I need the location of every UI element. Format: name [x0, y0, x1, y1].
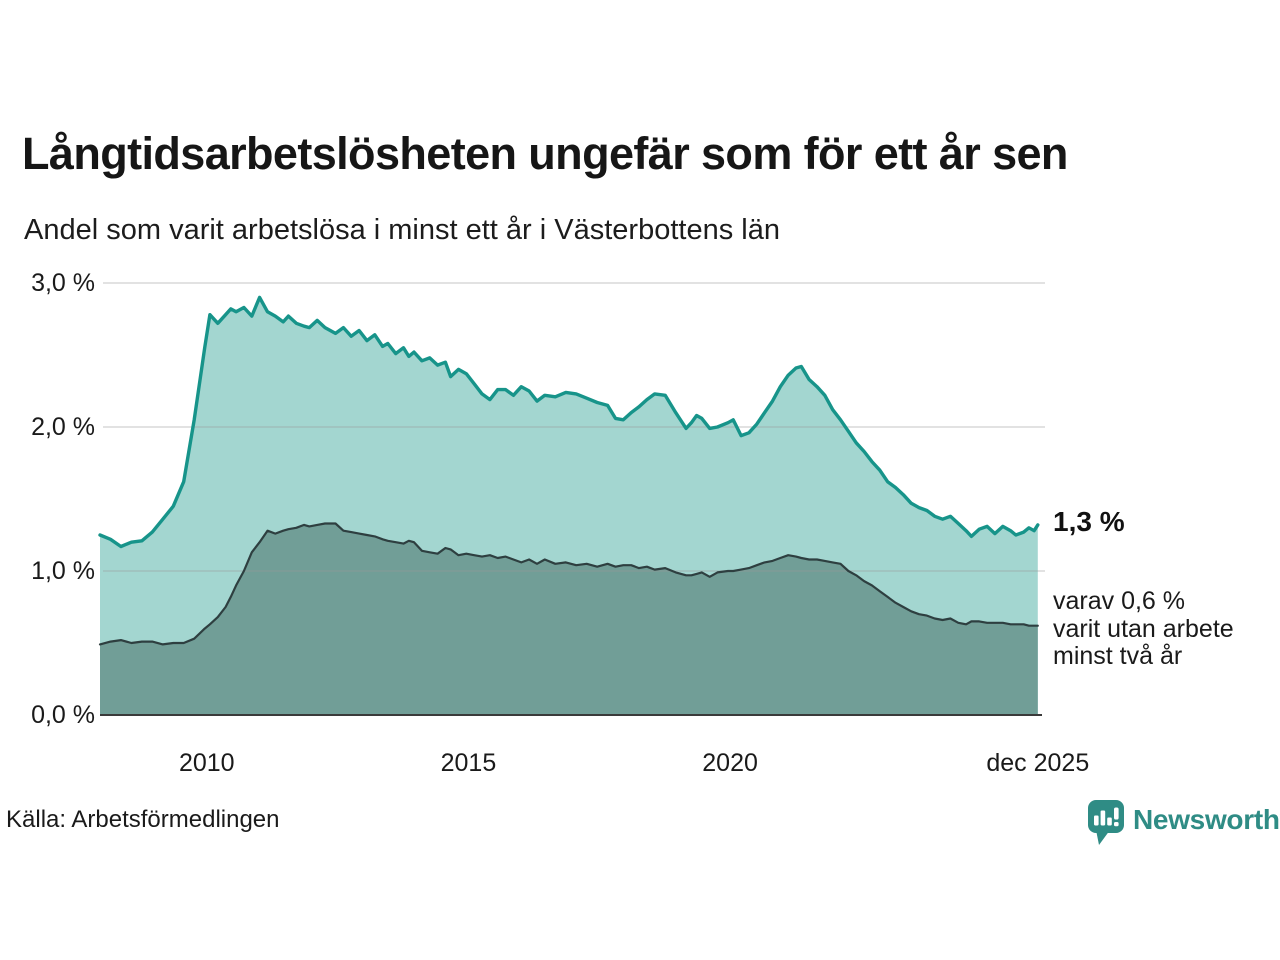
chart-title: Långtidsarbetslösheten ungefär som för e…	[22, 128, 1068, 179]
latest-value-label: 1,3 %	[1053, 506, 1125, 537]
series-line-1	[98, 522, 1039, 646]
newsworthy-brand[interactable]: Newsworthy	[1087, 799, 1280, 852]
y-tick-label: 3,0 %	[31, 269, 95, 297]
y-tick-label: 2,0 %	[31, 413, 95, 441]
x-tick-label: 2020	[702, 749, 758, 777]
gridlines	[103, 282, 1045, 572]
y-tick-label: 0,0 %	[31, 701, 95, 729]
secondary-value-note: varav 0,6 % varit utan arbete minst två …	[1053, 587, 1234, 670]
newsworthy-logo-icon	[1087, 799, 1125, 852]
chart-subtitle: Andel som varit arbetslösa i minst ett å…	[24, 214, 780, 246]
y-tick-label: 1,0 %	[31, 557, 95, 585]
area-fill-0	[100, 297, 1038, 715]
source-label: Källa: Arbetsförmedlingen	[6, 806, 280, 833]
area-fill-1	[100, 523, 1038, 715]
x-tick-label: 2015	[440, 749, 497, 777]
x-tick-label: 2010	[178, 749, 235, 777]
brand-name: Newsworthy	[1133, 804, 1280, 835]
x-tick-label: dec 2025	[986, 749, 1090, 777]
series-line-0	[98, 295, 1040, 549]
series-lines	[98, 295, 1042, 716]
area-fills	[100, 297, 1038, 715]
